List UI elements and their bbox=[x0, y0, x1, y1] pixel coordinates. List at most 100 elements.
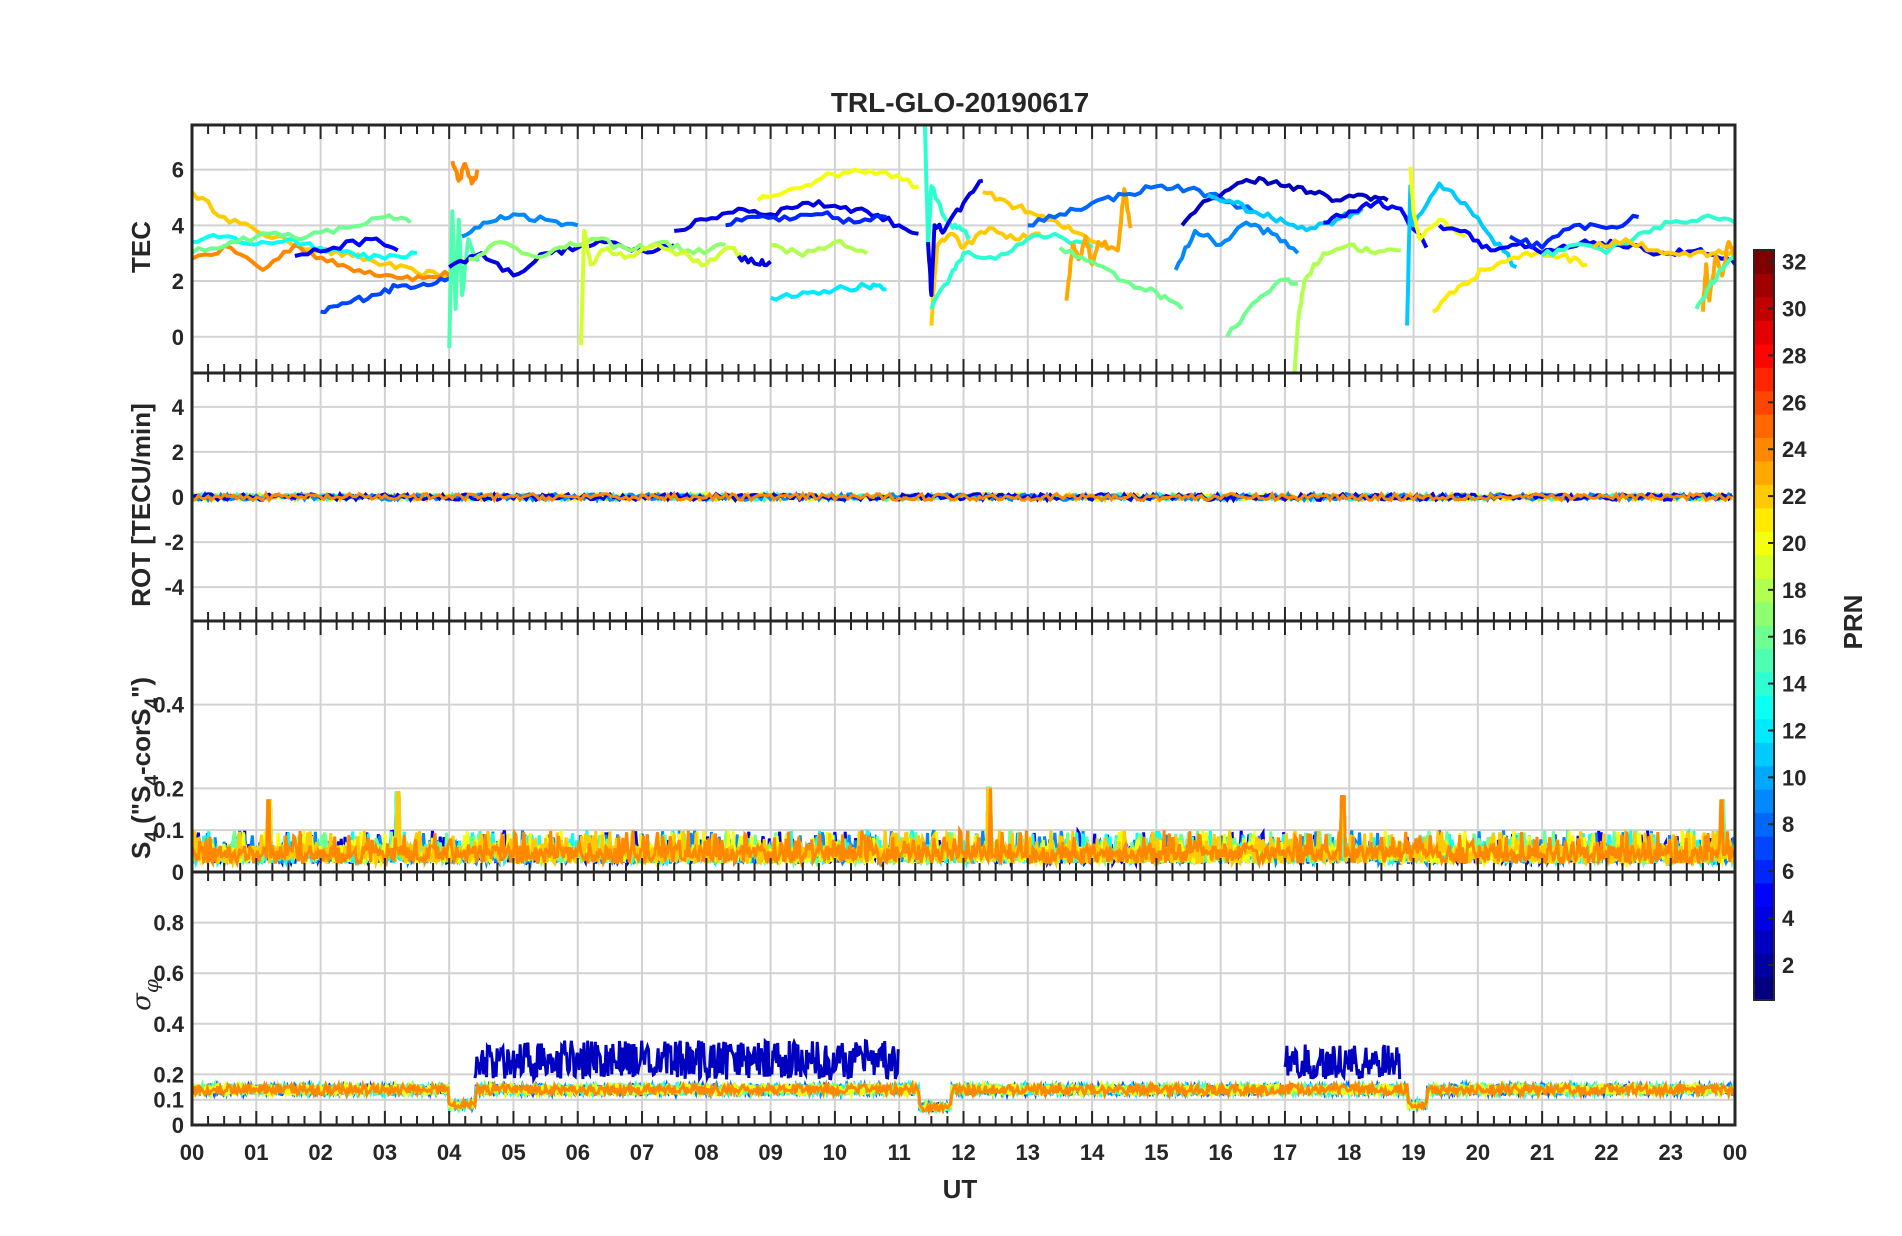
colorbar-segment bbox=[1754, 320, 1774, 345]
colorbar-segment bbox=[1754, 460, 1774, 485]
rot-series-prn-24 bbox=[192, 490, 1733, 504]
colorbar-tick-label: 8 bbox=[1782, 812, 1794, 837]
y-tick-label: 0.2 bbox=[153, 1062, 184, 1087]
colorbar-tick-label: 14 bbox=[1782, 672, 1807, 697]
colorbar-tick-label: 6 bbox=[1782, 859, 1794, 884]
colorbar-tick-label: 24 bbox=[1782, 437, 1807, 462]
tec-series-prn-20 bbox=[756, 167, 919, 202]
colorbar-segment bbox=[1754, 929, 1774, 954]
tec-series-prn-5 bbox=[294, 236, 399, 258]
x-tick-label: 00 bbox=[180, 1140, 204, 1165]
tec-series-prn-7 bbox=[320, 276, 451, 315]
colorbar-segment bbox=[1754, 789, 1774, 814]
colorbar-segment bbox=[1754, 343, 1774, 368]
chart-title: TRL-GLO-20190617 bbox=[831, 87, 1089, 118]
colorbar-segment bbox=[1754, 812, 1774, 837]
colorbar-tick-label: 28 bbox=[1782, 343, 1806, 368]
x-tick-label: 17 bbox=[1273, 1140, 1297, 1165]
ylabel-sigma-phi: σφ bbox=[127, 979, 163, 1011]
y-tick-label: 0.6 bbox=[153, 961, 184, 986]
tec-series-prn-21 bbox=[1431, 249, 1588, 314]
tec-series-prn-4 bbox=[674, 199, 919, 236]
x-tick-label: 16 bbox=[1208, 1140, 1232, 1165]
colorbar-label: PRN bbox=[1838, 595, 1868, 650]
x-tick-label: 19 bbox=[1401, 1140, 1425, 1165]
tec-series-prn-8 bbox=[1027, 183, 1255, 228]
tec-series-prn-18 bbox=[1292, 242, 1401, 373]
x-tick-label: 11 bbox=[888, 1140, 911, 1165]
data-layer bbox=[192, 125, 1735, 373]
panel-sigma-phi: 00.10.2 0.4 0.6 0.8 bbox=[153, 870, 1737, 1138]
x-tick-label: 18 bbox=[1337, 1140, 1361, 1165]
tec-series-prn-15 bbox=[447, 209, 480, 348]
colorbar-segment bbox=[1754, 414, 1774, 439]
y-tick-label: 6 bbox=[172, 158, 184, 183]
tec-series-prn-19 bbox=[579, 228, 747, 346]
tec-series-prn-11 bbox=[1206, 192, 1364, 233]
colorbar-segment bbox=[1754, 273, 1774, 298]
tec-series-prn-14 bbox=[1540, 213, 1735, 258]
tec-series-prn-22 bbox=[1592, 237, 1735, 259]
colorbar-tick-label: 2 bbox=[1782, 953, 1794, 978]
tec-series-prn-16 bbox=[1225, 277, 1298, 338]
panel-rot: -4 -2 0 2 4 bbox=[164, 371, 1737, 623]
tec-series-prn-23 bbox=[1064, 187, 1133, 301]
colorbar-segment bbox=[1754, 601, 1774, 626]
x-axis-label: UT bbox=[943, 1174, 978, 1204]
colorbar-tick-label: 4 bbox=[1782, 906, 1795, 931]
x-tick-label: 07 bbox=[630, 1140, 654, 1165]
x-tick-label: 22 bbox=[1594, 1140, 1618, 1165]
panel-tec: 0 2 4 6 bbox=[172, 123, 1737, 375]
y-tick-label: -4 bbox=[164, 575, 184, 600]
x-tick-label: 08 bbox=[694, 1140, 718, 1165]
colorbar-segment bbox=[1754, 484, 1774, 509]
axis-ticks bbox=[191, 872, 1736, 1125]
y-tick-label: -2 bbox=[164, 530, 184, 555]
colorbar-tick-label: 12 bbox=[1782, 718, 1806, 743]
x-tick-label: 15 bbox=[1144, 1140, 1168, 1165]
x-tick-label: 00 bbox=[1723, 1140, 1747, 1165]
colorbar-segment bbox=[1754, 765, 1774, 790]
x-tick-label: 20 bbox=[1466, 1140, 1490, 1165]
colorbar-segment bbox=[1754, 296, 1774, 321]
y-tick-label: 4 bbox=[172, 213, 185, 238]
tec-series-prn-16 bbox=[192, 213, 412, 255]
y-tick-label: 0 bbox=[172, 860, 184, 885]
x-tick-label: 03 bbox=[373, 1140, 397, 1165]
tec-series-prn-18 bbox=[770, 238, 868, 258]
x-tick-label: 01 bbox=[244, 1140, 268, 1165]
tec-series-prn-6 bbox=[1508, 213, 1640, 250]
x-tick-label: 09 bbox=[758, 1140, 782, 1165]
ylabel-rot: ROT [TECU/min] bbox=[126, 403, 156, 607]
colorbar-segment bbox=[1754, 437, 1774, 462]
colorbar-segment bbox=[1754, 648, 1774, 673]
colorbar-segment bbox=[1754, 882, 1774, 907]
tec-series-prn-12 bbox=[769, 281, 887, 302]
colorbar-segment bbox=[1754, 367, 1774, 392]
y-tick-label: 0.1 bbox=[153, 818, 184, 843]
y-tick-label: 0 bbox=[172, 325, 184, 350]
x-tick-label: 06 bbox=[566, 1140, 590, 1165]
ylabel-s4: S4 ("S4-corS4") bbox=[126, 677, 163, 859]
tec-series-prn-13 bbox=[192, 233, 418, 262]
rot-series-prn-4 bbox=[192, 490, 1734, 504]
colorbar-segment bbox=[1754, 953, 1774, 978]
tec-series-prn-4 bbox=[736, 254, 772, 268]
y-tick-label: 0.4 bbox=[153, 693, 184, 718]
x-tick-label: 04 bbox=[437, 1140, 462, 1165]
colorbar-segment bbox=[1754, 531, 1774, 556]
colorbar-segment bbox=[1754, 507, 1774, 532]
tec-series-prn-15 bbox=[1694, 254, 1735, 310]
colorbar-tick-label: 20 bbox=[1782, 531, 1806, 556]
tec-series-prn-24 bbox=[192, 242, 457, 283]
colorbar-tick-label: 18 bbox=[1782, 578, 1806, 603]
sigma-series-prn-3 bbox=[1283, 1044, 1402, 1082]
colorbar-tick-label: 10 bbox=[1782, 765, 1806, 790]
x-tick-label: 23 bbox=[1658, 1140, 1682, 1165]
colorbar-segment bbox=[1754, 859, 1774, 884]
colorbar-segment bbox=[1754, 906, 1774, 931]
y-tick-label: 0.2 bbox=[153, 776, 184, 801]
colorbar-tick-label: 30 bbox=[1782, 297, 1806, 322]
